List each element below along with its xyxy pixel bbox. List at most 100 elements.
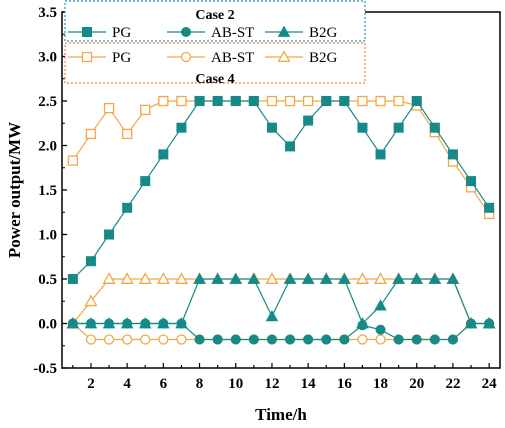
data-point bbox=[229, 272, 243, 284]
data-point bbox=[67, 155, 79, 166]
data-point bbox=[175, 317, 188, 329]
x-tick-label: 24 bbox=[482, 376, 498, 392]
data-point bbox=[103, 334, 115, 345]
data-point bbox=[230, 334, 241, 345]
data-point bbox=[375, 324, 386, 335]
legend-entry: AB-ST bbox=[167, 50, 254, 66]
legend-entry: PG bbox=[68, 25, 131, 41]
data-point bbox=[140, 104, 151, 116]
x-tick-label: 4 bbox=[123, 376, 131, 392]
data-point bbox=[266, 95, 278, 107]
data-point bbox=[464, 317, 478, 329]
data-point bbox=[85, 334, 97, 345]
data-point bbox=[285, 141, 296, 152]
legend-box bbox=[64, 0, 366, 42]
x-tick-label: 10 bbox=[228, 376, 243, 392]
data-point bbox=[339, 96, 350, 106]
series-line bbox=[72, 99, 490, 280]
data-point bbox=[429, 334, 440, 345]
data-point bbox=[193, 272, 206, 284]
x-tick-label: 14 bbox=[301, 376, 317, 392]
series-layer bbox=[66, 95, 496, 345]
data-point bbox=[194, 334, 205, 345]
data-point bbox=[375, 149, 386, 160]
data-point bbox=[248, 334, 259, 345]
series-line bbox=[72, 100, 490, 215]
data-point bbox=[211, 272, 224, 284]
data-point bbox=[357, 95, 368, 107]
data-point bbox=[140, 334, 151, 345]
data-point bbox=[158, 95, 169, 107]
data-point bbox=[102, 317, 116, 329]
data-point bbox=[321, 334, 332, 345]
data-point bbox=[266, 122, 277, 133]
data-point bbox=[303, 334, 314, 345]
x-tick-label: 18 bbox=[373, 376, 388, 392]
axis-layer: -0.50.00.51.01.52.02.53.03.52 4 6 8 10 12 14 16… bbox=[33, 5, 497, 392]
series-case-2-b2g bbox=[66, 272, 496, 329]
legend-label: AB-ST bbox=[211, 25, 254, 41]
y-tick-label: 0.5 bbox=[38, 272, 57, 288]
data-point bbox=[176, 334, 187, 345]
data-point bbox=[429, 122, 440, 133]
x-tick-label: 22 bbox=[445, 376, 460, 392]
data-point bbox=[122, 202, 133, 213]
data-point bbox=[265, 272, 279, 284]
data-point bbox=[104, 229, 115, 240]
data-point bbox=[85, 256, 96, 267]
data-point bbox=[374, 299, 387, 311]
legend-label: PG bbox=[112, 25, 131, 41]
series-line bbox=[72, 278, 490, 325]
series-case-2-pg bbox=[67, 96, 495, 284]
data-point bbox=[212, 334, 223, 345]
data-point bbox=[84, 317, 98, 329]
legend-box bbox=[64, 42, 366, 84]
data-point bbox=[301, 272, 315, 284]
legend-marker bbox=[277, 25, 291, 37]
data-point bbox=[319, 272, 333, 284]
y-axis-label: Power output/MW bbox=[5, 122, 24, 258]
data-point bbox=[103, 102, 115, 114]
data-point bbox=[140, 176, 151, 187]
data-point bbox=[212, 96, 223, 106]
data-point bbox=[357, 334, 368, 345]
data-point bbox=[393, 95, 404, 107]
data-point bbox=[283, 272, 297, 284]
data-point bbox=[122, 334, 133, 345]
data-point bbox=[484, 202, 495, 213]
legend-label: B2G bbox=[309, 25, 338, 41]
data-point bbox=[158, 334, 169, 345]
data-point bbox=[84, 294, 98, 307]
legend-layer: Case 2 PG AB-ST B2G Case 4 PG AB-ST B2G bbox=[64, 0, 366, 87]
legend-entry: AB-ST bbox=[167, 25, 254, 41]
data-point bbox=[102, 272, 116, 284]
x-tick-label: 16 bbox=[337, 376, 353, 392]
y-tick-label: 1.5 bbox=[38, 183, 57, 199]
data-point bbox=[446, 272, 460, 284]
legend-entry: B2G bbox=[265, 50, 338, 66]
data-point bbox=[284, 95, 296, 107]
data-point bbox=[157, 317, 170, 329]
series-line bbox=[72, 322, 490, 341]
x-tick-label: 8 bbox=[196, 376, 204, 392]
legend-title: Case 2 bbox=[195, 8, 234, 23]
legend-label: B2G bbox=[309, 50, 338, 66]
legend-case-4: Case 4 PG AB-ST B2G bbox=[64, 42, 366, 87]
legend-entry: PG bbox=[68, 50, 131, 66]
data-point bbox=[303, 115, 314, 126]
data-point bbox=[393, 122, 404, 133]
data-point bbox=[411, 96, 422, 106]
legend-title: Case 4 bbox=[195, 72, 234, 87]
data-point bbox=[266, 334, 277, 345]
data-point bbox=[410, 272, 423, 284]
data-point bbox=[265, 309, 279, 322]
data-point bbox=[339, 334, 350, 345]
data-point bbox=[356, 317, 369, 329]
data-point bbox=[321, 96, 332, 106]
y-tick-label: 0.0 bbox=[38, 317, 57, 333]
legend-marker bbox=[82, 27, 92, 37]
legend-marker bbox=[181, 27, 191, 37]
y-tick-label: 2.0 bbox=[38, 139, 57, 155]
data-point bbox=[85, 128, 97, 140]
